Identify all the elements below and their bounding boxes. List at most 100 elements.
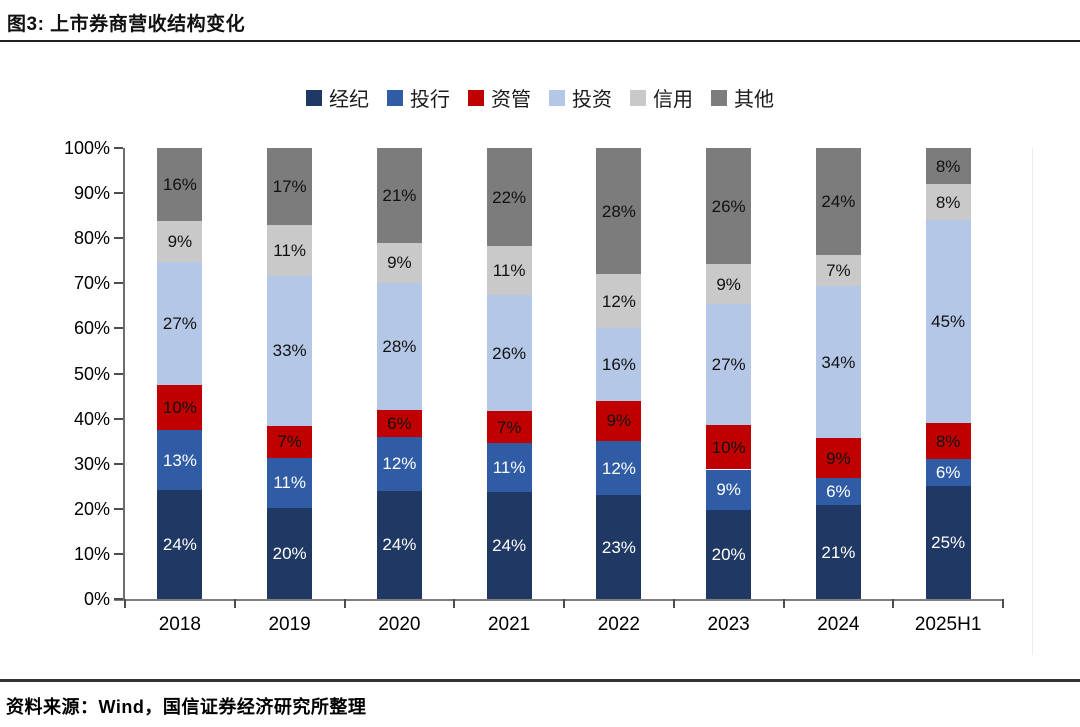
x-axis-tick — [233, 599, 236, 608]
bar-value-label: 9% — [716, 274, 741, 294]
bar-value-label: 27% — [711, 355, 746, 375]
bar-segment-jingji: 24% — [376, 490, 422, 599]
legend-swatch-icon — [630, 89, 646, 106]
bar-value-label: 6% — [935, 463, 961, 483]
bar-segment-touhang: 13% — [157, 430, 203, 490]
bar-segment-jingji: 25% — [925, 486, 971, 599]
y-axis-tick — [114, 147, 123, 149]
x-axis-tick — [453, 599, 456, 608]
bar-value-label: 7% — [496, 417, 522, 437]
bar-segment-qita: 21% — [376, 148, 422, 243]
bar-segment-qita: 28% — [596, 148, 642, 275]
bar-value-label: 24% — [162, 534, 197, 554]
y-axis-label: 90% — [73, 183, 110, 204]
x-axis-label: 2019 — [268, 614, 311, 635]
bar-segment-ziguan: 7% — [486, 411, 532, 443]
bar-segment-xinyong: 9% — [706, 264, 752, 305]
bar-value-label: 16% — [162, 174, 197, 194]
bar-segment-qita: 16% — [157, 148, 203, 221]
bar-segment-ziguan: 6% — [376, 409, 422, 437]
y-axis-label: 100% — [63, 138, 110, 158]
bar-value-label: 6% — [387, 413, 412, 433]
bar-value-label: 9% — [606, 411, 632, 431]
y-axis-label: 30% — [73, 453, 110, 474]
x-axis-label: 2025H1 — [914, 614, 982, 635]
y-axis-tick — [114, 372, 123, 375]
bar-value-label: 17% — [272, 177, 307, 197]
bar-value-label: 16% — [601, 354, 636, 374]
figure-title: 图3: 上市券商营收结构变化 — [7, 14, 246, 35]
x-axis-label: 2023 — [707, 614, 750, 635]
bar-segment-touzi: 27% — [157, 261, 203, 385]
x-axis-line — [114, 599, 1004, 601]
bar-segment-touhang: 6% — [925, 459, 971, 487]
legend-swatch-icon — [387, 89, 403, 106]
y-axis-label: 20% — [73, 498, 110, 519]
x-axis-label: 2021 — [487, 614, 531, 635]
bar-value-label: 33% — [272, 341, 307, 361]
bar-segment-touzi: 28% — [376, 283, 422, 410]
x-axis-tick — [124, 599, 126, 608]
bar-segment-qita: 8% — [925, 148, 971, 185]
bar-value-label: 23% — [601, 537, 636, 557]
bar-value-label: 20% — [272, 543, 307, 563]
x-axis-label: 2020 — [378, 614, 421, 635]
bar-segment-xinyong: 9% — [376, 242, 422, 284]
legend-item-touhang: 投行 — [387, 83, 450, 112]
legend-item-ziguan: 资管 — [468, 83, 531, 112]
bar-value-label: 25% — [931, 533, 966, 553]
legend-swatch-icon — [468, 89, 484, 106]
bar-value-label: 8% — [935, 192, 961, 212]
y-axis-tick — [114, 507, 123, 510]
bar-segment-touhang: 6% — [815, 478, 861, 506]
legend-swatch-icon — [711, 89, 727, 106]
bar-value-label: 11% — [492, 261, 526, 281]
legend-swatch-icon — [549, 89, 565, 106]
y-axis-line — [123, 148, 125, 601]
bar-value-label: 24% — [821, 192, 856, 212]
y-axis-label: 10% — [73, 543, 110, 564]
bar-segment-touhang: 11% — [267, 457, 313, 508]
y-axis-label: 0% — [83, 589, 110, 609]
bar-value-label: 21% — [821, 542, 856, 562]
x-axis-tick — [672, 599, 675, 608]
bar-segment-xinyong: 8% — [925, 184, 971, 221]
bar-value-label: 8% — [935, 431, 961, 451]
y-axis-tick — [114, 192, 123, 195]
plot-right-border — [1032, 148, 1033, 655]
legend-label: 投行 — [410, 89, 450, 111]
x-axis-tick — [343, 599, 346, 608]
y-axis-tick — [114, 598, 123, 600]
bar-value-label: 9% — [826, 448, 851, 468]
bar-value-label: 7% — [826, 261, 851, 281]
y-axis-tick — [114, 552, 123, 555]
bar-segment-qita: 24% — [815, 148, 861, 256]
bar-value-label: 22% — [492, 187, 527, 207]
bar-segment-touhang: 9% — [706, 469, 752, 510]
source-divider — [0, 679, 1080, 682]
y-axis-label: 70% — [73, 273, 110, 294]
bar-segment-xinyong: 11% — [267, 225, 313, 276]
bar-segment-touhang: 11% — [486, 442, 532, 492]
bar-value-label: 10% — [162, 398, 197, 418]
bar-value-label: 9% — [167, 231, 193, 251]
y-axis-tick — [114, 282, 123, 285]
bar-value-label: 11% — [273, 473, 306, 493]
bar-value-label: 28% — [382, 336, 417, 356]
x-axis-label: 2018 — [158, 614, 202, 635]
legend-label: 资管 — [491, 89, 531, 111]
bar-value-label: 9% — [387, 253, 412, 273]
x-axis-tick — [1002, 599, 1004, 608]
x-axis-tick — [782, 599, 785, 608]
bar-value-label: 21% — [382, 185, 417, 205]
y-axis-tick — [114, 237, 123, 240]
bar-value-label: 11% — [492, 457, 526, 477]
bar-value-label: 26% — [711, 196, 746, 216]
bar-segment-xinyong: 9% — [157, 220, 203, 262]
y-axis-label: 50% — [73, 363, 110, 384]
bar-segment-xinyong: 11% — [486, 246, 532, 296]
bar-value-label: 11% — [273, 240, 306, 260]
bar-segment-qita: 26% — [706, 148, 752, 265]
bar-segment-ziguan: 7% — [267, 425, 313, 458]
